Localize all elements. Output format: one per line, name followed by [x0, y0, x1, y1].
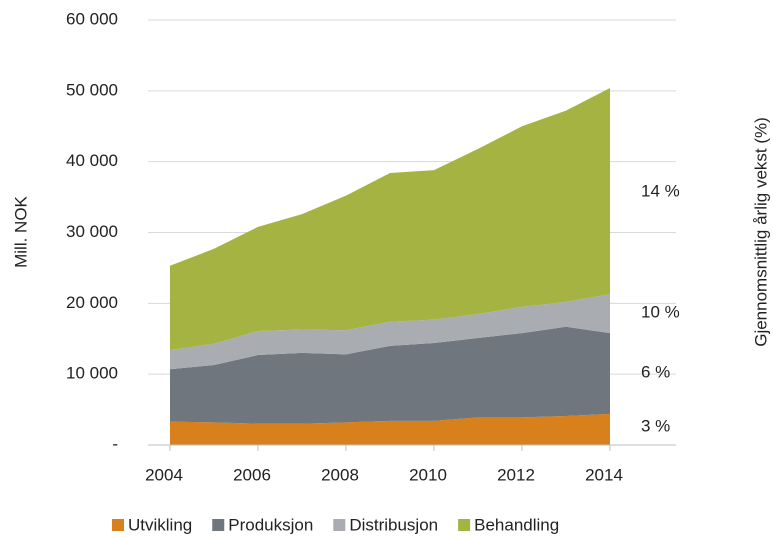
annotation: 10 % [641, 302, 680, 321]
area [170, 294, 610, 370]
legend-label: Distribusjon [349, 515, 438, 534]
annotation: 14 % [641, 181, 680, 200]
legend-label: Produksjon [228, 515, 313, 534]
x-tick-label: 2006 [233, 465, 271, 484]
x-tick-label: 2014 [585, 465, 623, 484]
y-tick-label: 60 000 [66, 9, 118, 28]
area [170, 326, 610, 424]
y-axis-label: Mill. NOK [11, 195, 30, 267]
x-tick-label: 2008 [321, 465, 359, 484]
x-tick-label: 2010 [409, 465, 447, 484]
y-tick-label: 10 000 [66, 364, 118, 383]
x-tick-label: 2012 [497, 465, 535, 484]
y2-axis-label: Gjennomsnittlig årlig vekst (%) [751, 117, 770, 347]
legend-swatch [212, 519, 225, 531]
y-tick-label: 20 000 [66, 293, 118, 312]
legend-swatch [112, 519, 124, 531]
annotation: 6 % [641, 362, 670, 381]
legend-label: Utvikling [128, 515, 192, 534]
y-tick-label: 30 000 [66, 222, 118, 241]
y-tick-label: - [112, 434, 118, 453]
area [170, 413, 610, 445]
legend-label: Behandling [474, 515, 559, 534]
area [170, 88, 610, 351]
legend-swatch [458, 519, 471, 531]
legend-swatch [333, 519, 346, 531]
y-tick-label: 40 000 [66, 151, 118, 170]
annotation: 3 % [641, 416, 670, 435]
y-tick-label: 50 000 [66, 80, 118, 99]
x-tick-label: 2004 [145, 465, 183, 484]
